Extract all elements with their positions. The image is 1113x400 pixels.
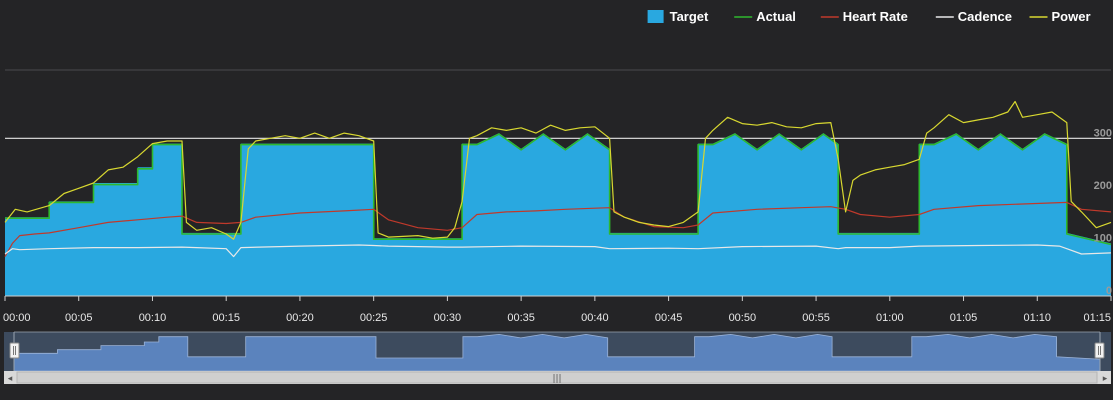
plot-grid bbox=[5, 69, 1111, 139]
chart-legend: Target Actual Heart Rate Cadence Power bbox=[647, 9, 1091, 24]
scrollbar-right-arrow[interactable]: ▸ bbox=[1103, 374, 1108, 384]
series-target-area bbox=[5, 133, 1111, 296]
x-axis: 00:00 00:05 00:10 00:15 00:20 00:25 00:30 00:35… bbox=[3, 295, 1112, 324]
scrollbar-grip: ||| bbox=[552, 374, 561, 384]
navigator-left-handle[interactable] bbox=[9, 342, 20, 359]
series-cadence-line bbox=[4, 244, 1112, 258]
x-tick-label: 01:15 bbox=[1083, 312, 1111, 324]
x-tick-label: 00:55 bbox=[802, 312, 830, 324]
x-tick-label: 00:00 bbox=[3, 312, 31, 324]
scrollbar-thumb[interactable] bbox=[16, 371, 1098, 384]
y-tick-label: 0 bbox=[1106, 285, 1112, 297]
legend-item-power[interactable]: Power bbox=[1029, 9, 1091, 24]
plot-area bbox=[4, 100, 1112, 296]
x-tick-label: 01:05 bbox=[950, 312, 978, 324]
series-power-line bbox=[4, 100, 1112, 240]
scrollbar-left-arrow[interactable]: ◂ bbox=[8, 374, 13, 384]
x-tick-label: 00:20 bbox=[286, 312, 314, 324]
legend-swatch-target bbox=[647, 10, 664, 23]
legend-label-actual: Actual bbox=[756, 9, 796, 24]
y-tick-label: 300 bbox=[1094, 127, 1112, 139]
navigator-series-area bbox=[13, 333, 1101, 372]
navigator-left-handle-grip[interactable] bbox=[9, 342, 20, 359]
navigator-scrollbar[interactable]: ||| ◂ ▸ bbox=[4, 371, 1111, 384]
y-axis: 0 100 200 300 bbox=[1094, 127, 1112, 297]
series-heart-rate-line bbox=[4, 201, 1112, 257]
x-tick-label: 00:05 bbox=[65, 312, 93, 324]
legend-label-target: Target bbox=[670, 9, 709, 24]
x-tick-label: 00:40 bbox=[581, 312, 609, 324]
x-tick-label: 01:00 bbox=[876, 312, 904, 324]
legend-label-power: Power bbox=[1052, 9, 1091, 24]
x-tick-label: 00:35 bbox=[507, 312, 535, 324]
range-navigator[interactable]: ||| ◂ ▸ bbox=[4, 331, 1111, 384]
x-tick-label: 00:50 bbox=[729, 312, 757, 324]
y-tick-label: 200 bbox=[1094, 180, 1112, 192]
legend-label-cadence: Cadence bbox=[958, 9, 1012, 24]
x-tick-label: 00:15 bbox=[212, 312, 240, 324]
x-tick-label: 00:30 bbox=[434, 312, 462, 324]
legend-item-cadence[interactable]: Cadence bbox=[935, 9, 1012, 24]
legend-item-target[interactable]: Target bbox=[647, 9, 709, 24]
legend-item-actual[interactable]: Actual bbox=[734, 9, 796, 24]
navigator-right-handle-grip[interactable] bbox=[1094, 342, 1105, 359]
navigator-right-handle[interactable] bbox=[1094, 342, 1105, 359]
x-tick-label: 01:10 bbox=[1024, 312, 1052, 324]
x-tick-label: 00:25 bbox=[360, 312, 388, 324]
series-actual-line bbox=[5, 133, 1112, 246]
legend-item-heart-rate[interactable]: Heart Rate bbox=[820, 9, 908, 24]
x-tick-label: 00:45 bbox=[655, 312, 683, 324]
x-tick-label: 00:10 bbox=[139, 312, 167, 324]
legend-label-heart-rate: Heart Rate bbox=[843, 9, 908, 24]
y-tick-label: 100 bbox=[1094, 232, 1112, 244]
